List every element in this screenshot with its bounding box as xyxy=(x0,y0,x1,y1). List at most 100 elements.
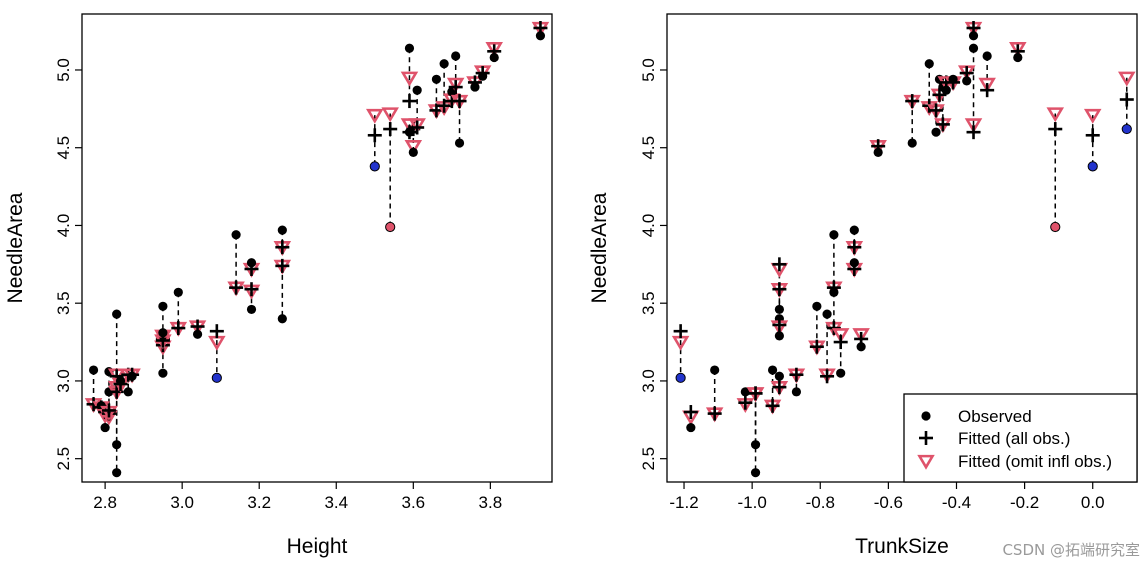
observed-marker xyxy=(478,71,488,81)
observed-marker xyxy=(454,138,465,148)
fitted-omit-marker xyxy=(1118,71,1136,87)
observed-marker xyxy=(173,287,183,297)
x-tick-label: 2.8 xyxy=(93,493,117,512)
observed-marker xyxy=(412,85,422,95)
observed-marker xyxy=(100,422,110,433)
y-tick-label: 4.0 xyxy=(54,214,73,238)
data-points xyxy=(671,20,1136,478)
fitted-omit-marker xyxy=(852,328,870,344)
fitted-omit-marker xyxy=(366,108,384,124)
observed-marker xyxy=(924,59,934,69)
observed-marker xyxy=(941,85,951,95)
observed-marker xyxy=(127,371,137,381)
observed-marker xyxy=(931,127,941,137)
x-tick-label: -1.2 xyxy=(669,493,698,512)
observed-marker xyxy=(750,440,761,450)
observed-marker xyxy=(982,51,992,61)
observed-marker xyxy=(277,314,287,324)
y-tick-label: 2.5 xyxy=(639,447,658,471)
x-tick-label: -0.2 xyxy=(1010,493,1039,512)
observed-influential-marker xyxy=(1121,123,1132,135)
observed-marker xyxy=(408,147,418,157)
x-axis: 2.8 3.0 3.2 3.4 3.6 3.8 xyxy=(93,482,502,512)
observed-influential-marker xyxy=(1050,221,1061,233)
observed-marker xyxy=(489,52,499,63)
observed-marker xyxy=(948,74,958,84)
plot-frame xyxy=(666,13,1138,483)
observed-marker xyxy=(192,329,203,339)
observed-marker xyxy=(158,328,168,338)
x-axis-title: Height xyxy=(287,535,348,558)
x-tick-label: 3.4 xyxy=(324,493,348,512)
data-points xyxy=(84,20,550,478)
observed-influential-marker xyxy=(1087,161,1098,172)
observed-marker xyxy=(246,258,257,268)
observed-influential-marker xyxy=(675,372,686,383)
legend-box xyxy=(903,393,1138,483)
y-tick-label: 4.0 xyxy=(639,214,658,238)
observed-marker xyxy=(246,304,257,315)
observed-marker xyxy=(812,301,822,311)
observed-influential-marker xyxy=(369,161,380,172)
observed-marker xyxy=(740,387,750,397)
observed-marker xyxy=(535,31,546,41)
legend-label: Fitted (all obs.) xyxy=(958,429,1070,448)
fitted-omit-marker xyxy=(964,118,983,134)
panel-2: -1.2 -1.0 -0.8 -0.6 -0.4 -0.2 0.0 2.5 3.0 3.5 4.0 4… xyxy=(588,13,1138,558)
observed-influential-marker xyxy=(211,372,222,383)
y-axis: 2.5 3.0 3.5 4.0 4.5 5.0 xyxy=(54,58,82,470)
observed-marker xyxy=(404,43,415,53)
x-tick-label: 0.0 xyxy=(1081,493,1105,512)
x-tick-label: -1.0 xyxy=(737,493,766,512)
y-tick-label: 3.5 xyxy=(639,291,658,315)
observed-marker xyxy=(112,468,122,478)
observed-marker xyxy=(158,301,168,311)
x-axis-title: TrunkSize xyxy=(855,535,949,558)
observed-marker xyxy=(115,376,126,386)
fitted-omit-marker xyxy=(400,71,419,87)
observed-marker xyxy=(849,225,859,235)
fitted-omit-marker xyxy=(978,77,996,93)
observed-marker xyxy=(829,287,839,297)
observed-marker xyxy=(822,309,832,319)
fitted-omit-marker xyxy=(831,328,850,344)
legend-observed-symbol xyxy=(921,411,931,421)
y-tick-label: 2.5 xyxy=(54,447,73,471)
observed-marker xyxy=(968,43,979,53)
panel-1: 2.8 3.0 3.2 3.4 3.6 3.8 2.5 3.0 3.5 4.0 4.5 5.0 Heig… xyxy=(4,13,553,558)
y-tick-label: 3.0 xyxy=(639,369,658,393)
observed-marker xyxy=(1013,52,1023,63)
plot-frame xyxy=(81,13,553,483)
y-axis-title: NeedleArea xyxy=(588,192,611,303)
observed-marker xyxy=(849,258,859,268)
observed-marker xyxy=(856,342,866,352)
observed-marker xyxy=(907,138,917,148)
observed-marker xyxy=(873,147,883,157)
observed-marker xyxy=(439,59,449,69)
observed-marker xyxy=(470,82,480,92)
y-tick-label: 3.5 xyxy=(54,291,73,315)
observed-marker xyxy=(686,422,696,433)
fitted-omit-marker xyxy=(446,77,465,93)
x-tick-label: -0.6 xyxy=(874,493,903,512)
x-tick-label: 3.8 xyxy=(479,493,503,512)
observed-marker xyxy=(710,365,720,375)
y-axis: 2.5 3.0 3.5 4.0 4.5 5.0 xyxy=(639,58,667,470)
x-tick-label: -0.4 xyxy=(942,493,971,512)
y-tick-label: 4.5 xyxy=(639,136,658,160)
observed-marker xyxy=(451,51,461,61)
observed-marker xyxy=(774,304,784,315)
fitted-omit-marker xyxy=(404,139,423,155)
observed-marker xyxy=(791,387,802,397)
x-tick-label: -0.8 xyxy=(806,493,835,512)
y-tick-label: 3.0 xyxy=(54,369,73,393)
observed-marker xyxy=(962,76,972,86)
legend: Observed Fitted (all obs.) Fitted (omit in… xyxy=(903,393,1138,483)
fitted-omit-marker xyxy=(1009,42,1027,57)
x-tick-label: 3.0 xyxy=(170,493,194,512)
observed-marker xyxy=(123,387,133,397)
observed-marker xyxy=(774,331,784,341)
x-tick-label: 3.2 xyxy=(247,493,271,512)
legend-label: Fitted (omit infl obs.) xyxy=(958,452,1112,471)
